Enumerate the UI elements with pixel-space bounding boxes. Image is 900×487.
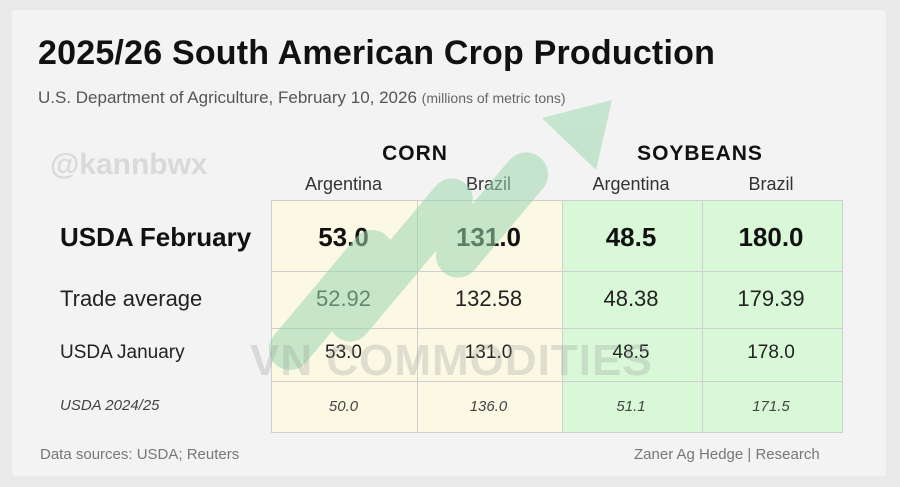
table-cell: 52.92: [315, 286, 372, 311]
table-cell: 131.0: [464, 342, 513, 363]
column-header-soy-brazil: Brazil: [748, 174, 794, 194]
table-cell: 136.0: [469, 398, 508, 415]
chart-subtitle: U.S. Department of Agriculture, February…: [38, 88, 566, 108]
table-cell: 48.5: [612, 342, 650, 363]
table-cell: 48.38: [603, 286, 659, 311]
row-label-usda-2024-25: USDA 2024/25: [60, 397, 160, 414]
table-cell: 178.0: [747, 342, 795, 363]
data-sources-note: Data sources: USDA; Reuters: [40, 446, 240, 463]
table-cell: 179.39: [737, 286, 805, 311]
row-label-usda-january: USDA January: [60, 342, 185, 363]
column-header-soy-argentina: Argentina: [592, 174, 670, 194]
subtitle-text: U.S. Department of Agriculture, February…: [38, 88, 417, 107]
chart-title: 2025/26 South American Crop Production: [38, 34, 716, 72]
group-label-soybeans: SOYBEANS: [637, 142, 763, 165]
row-label-trade-average: Trade average: [60, 286, 203, 311]
grid-line: [272, 328, 842, 329]
row-label-usda-february: USDA February: [60, 222, 252, 252]
credit-note: Zaner Ag Hedge | Research: [634, 446, 820, 463]
table-cell: 171.5: [752, 398, 790, 415]
table-cell: 50.0: [328, 398, 359, 415]
grid-line: [702, 201, 703, 432]
handle-watermark: @kannbwx: [50, 148, 208, 181]
grid-line: [562, 201, 563, 432]
table-cell: 132.58: [454, 286, 523, 311]
grid-line: [272, 271, 842, 272]
table-cell: 48.5: [605, 222, 657, 252]
table-cell: 53.0: [318, 222, 369, 252]
group-label-corn: CORN: [382, 142, 448, 165]
grid-line: [272, 381, 842, 382]
brand-watermark: VN COMMODITIES: [250, 336, 653, 385]
table-cell: 180.0: [738, 222, 804, 252]
column-header-corn-argentina: Argentina: [304, 174, 383, 194]
table-cell: 131.0: [455, 222, 522, 252]
column-header-corn-brazil: Brazil: [465, 174, 511, 194]
table-cell: 51.1: [616, 398, 646, 415]
units-label: (millions of metric tons): [421, 90, 566, 106]
